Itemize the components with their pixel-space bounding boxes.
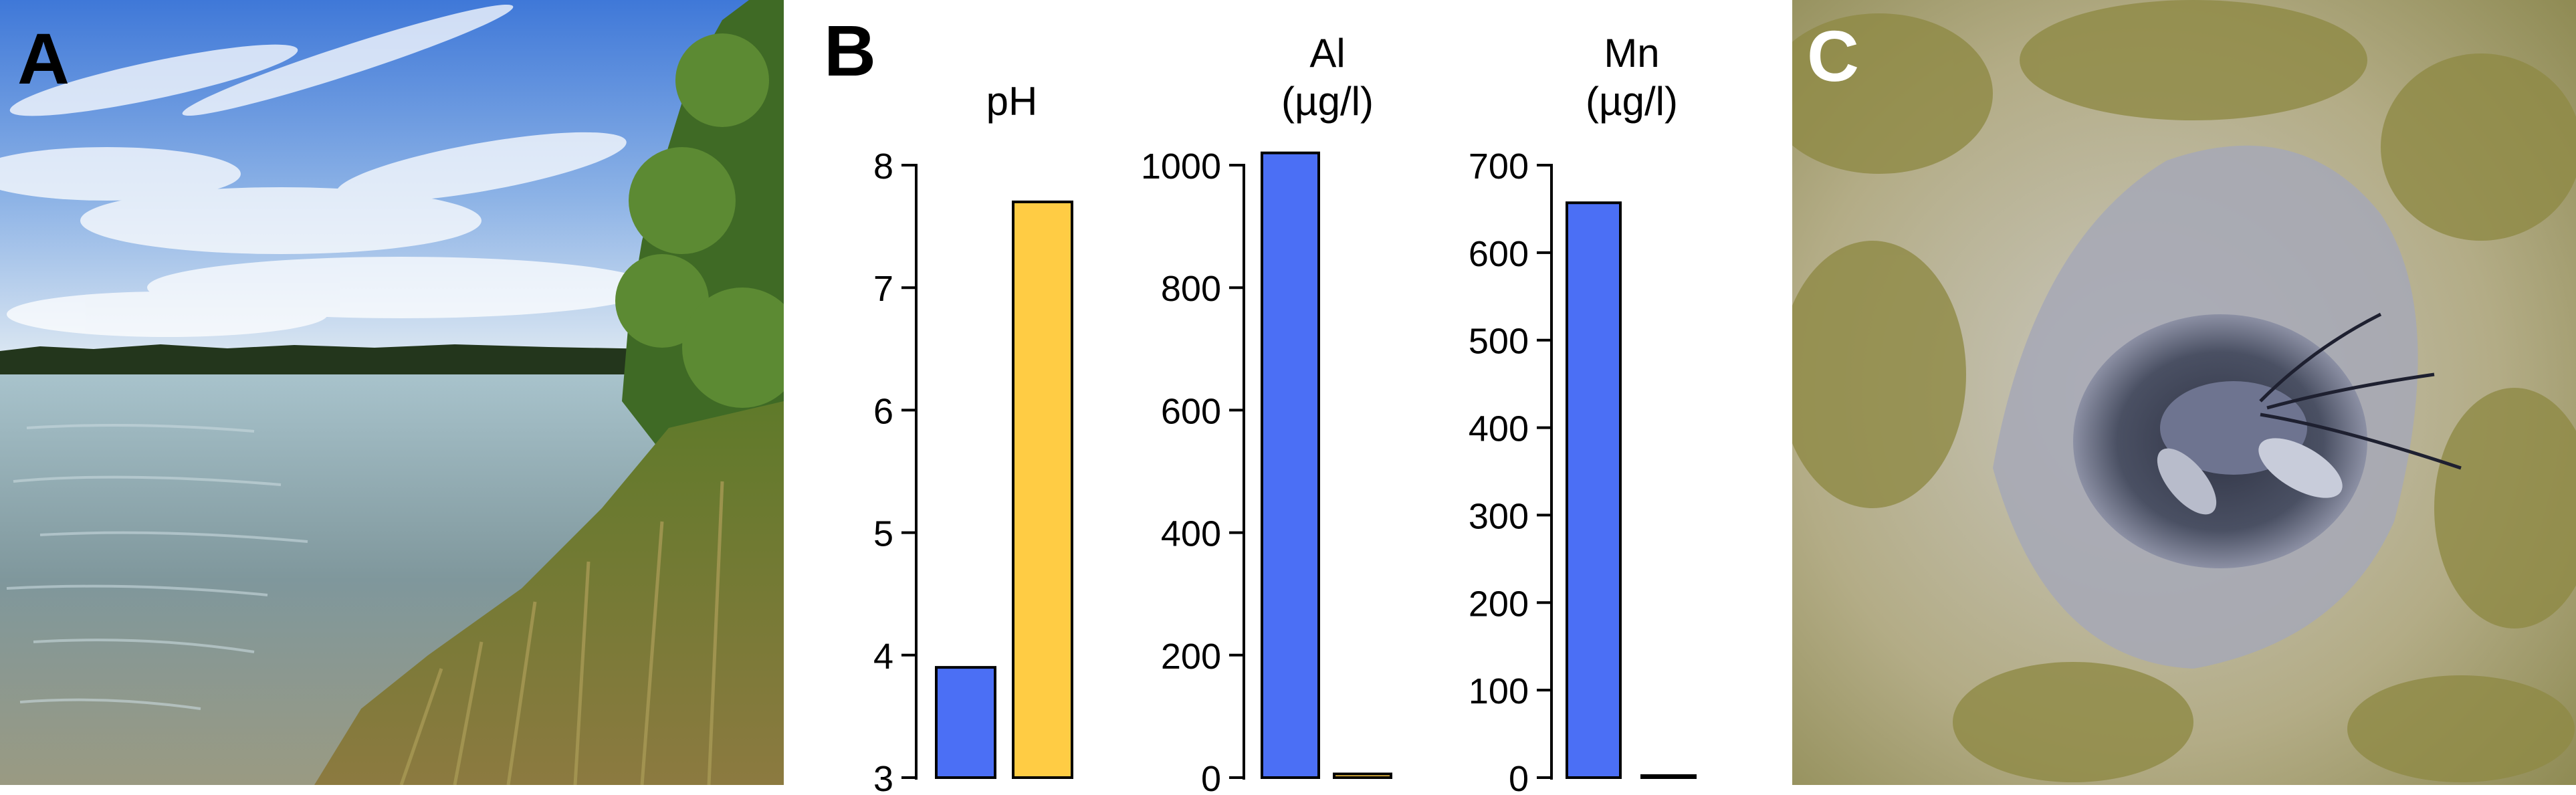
y-tick-label-1-4: 800 xyxy=(1161,269,1221,309)
clouds xyxy=(0,4,655,337)
grass-blades xyxy=(399,481,724,785)
y-tick-label-2-0: 0 xyxy=(1509,759,1529,795)
y-tick-label-0-4: 7 xyxy=(873,269,893,309)
chart-title-1-line-0: Al xyxy=(1309,31,1345,76)
tree-foliage xyxy=(615,33,784,408)
chart-title-0-line-0: pH xyxy=(986,79,1038,124)
chart-title-2-line-1: (µg/l) xyxy=(1586,79,1678,124)
y-tick-label-2-4: 400 xyxy=(1469,409,1529,449)
panel-letter-b: B xyxy=(824,10,876,91)
chart-title-2-line-0: Mn xyxy=(1604,31,1659,76)
water-ripples xyxy=(6,424,308,710)
y-tick-label-1-3: 600 xyxy=(1161,391,1221,431)
y-tick-label-2-2: 200 xyxy=(1469,584,1529,624)
crayfish-burrow-photo xyxy=(1792,0,2576,785)
shore-grass xyxy=(314,401,784,785)
y-tick-label-2-5: 500 xyxy=(1469,322,1529,362)
lake-photo-panel: A xyxy=(0,0,784,785)
y-tick-label-1-5: 1000 xyxy=(1141,146,1221,187)
crayfish-burrow-photo-panel: C xyxy=(1792,0,2576,785)
algae-patches xyxy=(1792,0,2576,782)
chart-title-1-line-1: (µg/l) xyxy=(1281,79,1374,124)
y-tick-label-0-1: 4 xyxy=(873,637,893,677)
bar-0-neutral xyxy=(1012,200,1073,779)
y-tick-label-1-0: 0 xyxy=(1201,759,1221,795)
y-tick-label-0-5: 8 xyxy=(873,146,893,187)
bar-2-neutral xyxy=(1640,774,1697,779)
y-tick-label-2-7: 700 xyxy=(1469,146,1529,187)
bar-0-acidic xyxy=(935,666,996,779)
y-tick-label-0-0: 3 xyxy=(873,759,893,795)
panel-letter-c: C xyxy=(1807,15,1859,96)
y-tick-label-0-2: 5 xyxy=(873,514,893,554)
y-tick-label-1-2: 400 xyxy=(1161,514,1221,554)
lake-photo xyxy=(0,0,784,785)
y-tick-label-2-6: 600 xyxy=(1469,234,1529,274)
crayfish xyxy=(2157,312,2462,515)
bar-2-acidic xyxy=(1566,201,1622,780)
bar-1-acidic xyxy=(1261,151,1320,779)
far-treeline xyxy=(0,344,655,378)
y-tick-label-2-3: 300 xyxy=(1469,496,1529,536)
y-tick-label-2-1: 100 xyxy=(1469,671,1529,711)
y-tick-label-0-3: 6 xyxy=(873,391,893,431)
bar-1-neutral xyxy=(1333,772,1392,780)
y-tick-label-1-1: 200 xyxy=(1161,637,1221,677)
panel-letter-a: A xyxy=(17,18,70,99)
